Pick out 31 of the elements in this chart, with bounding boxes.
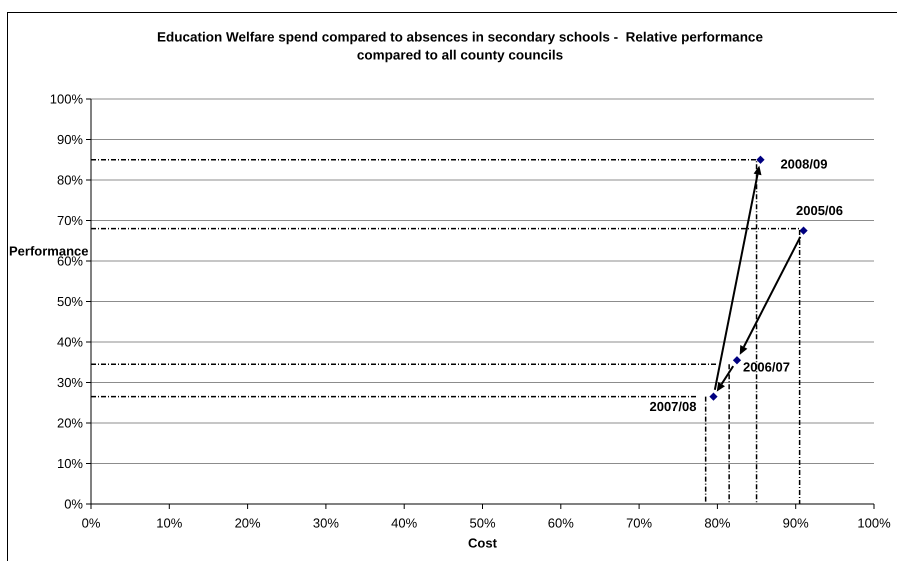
x-tick-label: 80% [704, 516, 731, 530]
y-tick-label: 20% [56, 416, 84, 430]
x-tick-label: 50% [469, 516, 496, 530]
annotation: 2008/09 [780, 156, 828, 172]
y-tick-label: 10% [56, 456, 84, 471]
x-tick-label: 40% [391, 516, 418, 530]
y-tick-label: 100% [50, 92, 84, 106]
y-tick-label: 70% [56, 213, 84, 228]
annotation: 2007/08 [649, 399, 696, 414]
point [709, 392, 718, 401]
x-tick-label: 90% [782, 516, 810, 530]
annotation: 2005/06 [796, 203, 844, 218]
x-tick-label: 20% [234, 516, 262, 530]
x-tick-label: 30% [312, 516, 340, 530]
x-axis-title: Cost [468, 536, 498, 550]
y-tick-label: 40% [56, 334, 84, 350]
point [756, 156, 765, 164]
y-tick-label: 30% [56, 375, 84, 390]
x-tick-label: 100% [857, 516, 892, 530]
y-tick-label: 90% [56, 132, 84, 147]
y-tick-label: 50% [56, 294, 84, 309]
annotation: 2006/07 [742, 360, 790, 375]
x-tick-label: 0% [82, 516, 101, 530]
x-tick-label: 70% [626, 516, 653, 530]
chart-title: Education Welfare spend compared to absences in secondary schools - Relative performance compared to all county councils [157, 30, 764, 62]
point [799, 226, 808, 235]
x-tick-label: 60% [548, 516, 574, 530]
y-tick-label: 80% [56, 172, 84, 188]
x-tick-label: 10% [156, 516, 183, 530]
y-tick-label: 0% [64, 496, 84, 512]
point [732, 356, 742, 364]
